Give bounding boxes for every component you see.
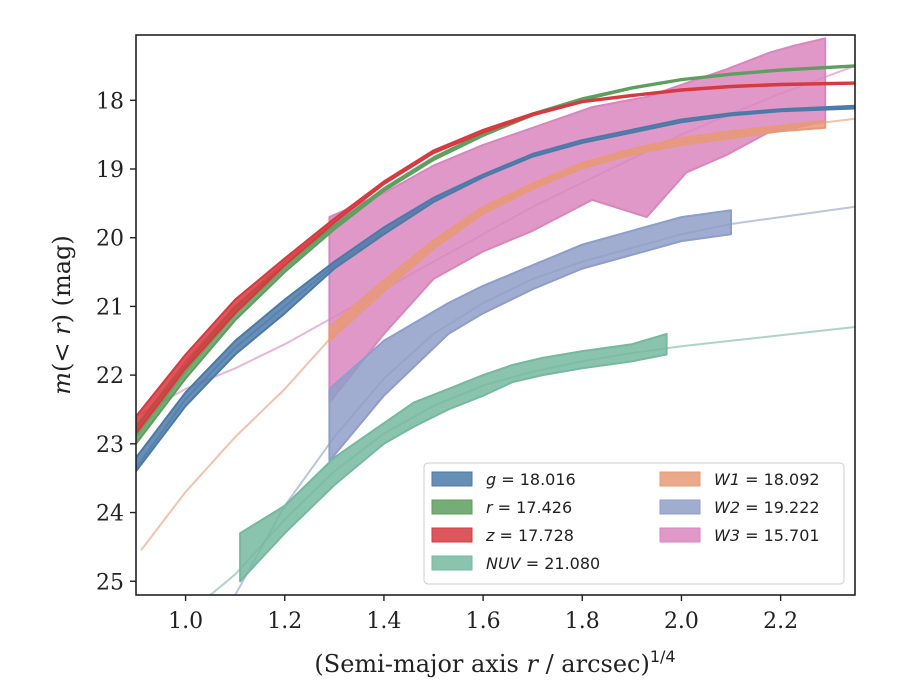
x-tick-label: 1.0 <box>168 609 203 634</box>
y-tick-label: 25 <box>96 570 124 595</box>
x-tick-label: 2.0 <box>664 609 699 634</box>
plot-frame <box>135 34 856 596</box>
y-tick-label: 23 <box>96 433 124 458</box>
y-tick-label: 20 <box>96 227 124 252</box>
band-g <box>136 104 855 473</box>
x-tick-label: 1.8 <box>565 609 600 634</box>
band-r <box>136 64 855 445</box>
band-NUV <box>239 332 668 583</box>
band-W2 <box>328 209 732 462</box>
x-axis-title: (Semi-major axis r / arcsec)1/4 <box>314 647 675 678</box>
y-tick-label: 21 <box>96 295 124 320</box>
legend-swatch-W2 <box>659 499 701 515</box>
x-tick-label: 2.2 <box>763 609 798 634</box>
legend: g = 18.016 r = 17.426 z = 17.728 NUV = 21.0… <box>423 462 845 585</box>
y-tick-label: 19 <box>96 158 124 183</box>
legend-swatch-W3 <box>659 527 701 543</box>
legend-label-W1: W1 = 18.092 <box>714 470 820 489</box>
band-W1 <box>328 119 827 342</box>
legend-box <box>423 462 845 585</box>
x-tick-label: 1.6 <box>466 609 501 634</box>
y-tick-label: 18 <box>96 89 124 114</box>
y-tick-label: 22 <box>96 364 124 389</box>
legend-label-z: z = 17.728 <box>485 526 574 545</box>
y-axis-title: m(< r) (mag) <box>48 235 76 395</box>
legend-label-r: r = 17.426 <box>486 498 572 517</box>
legend-swatch-z <box>431 527 473 543</box>
legend-label-W2: W2 = 19.222 <box>714 498 820 517</box>
axes-ticks: 1.0 1.2 1.4 1.6 1.8 2.0 2.2 18 19 20 21 22 23 24 25 <box>96 89 798 634</box>
y-tick-label: 24 <box>96 502 124 527</box>
plot-layer <box>136 37 855 595</box>
legend-label-g: g = 18.016 <box>486 470 576 489</box>
legend-swatch-NUV <box>431 555 473 571</box>
legend-label-W3: W3 = 15.701 <box>714 526 820 545</box>
x-tick-label: 1.2 <box>267 609 302 634</box>
legend-swatch-W1 <box>659 471 701 487</box>
legend-label-NUV: NUV = 21.080 <box>486 554 600 573</box>
legend-swatch-g <box>431 471 473 487</box>
band-z <box>136 81 855 435</box>
x-tick-label: 1.4 <box>366 609 401 634</box>
legend-swatch-r <box>431 499 473 515</box>
